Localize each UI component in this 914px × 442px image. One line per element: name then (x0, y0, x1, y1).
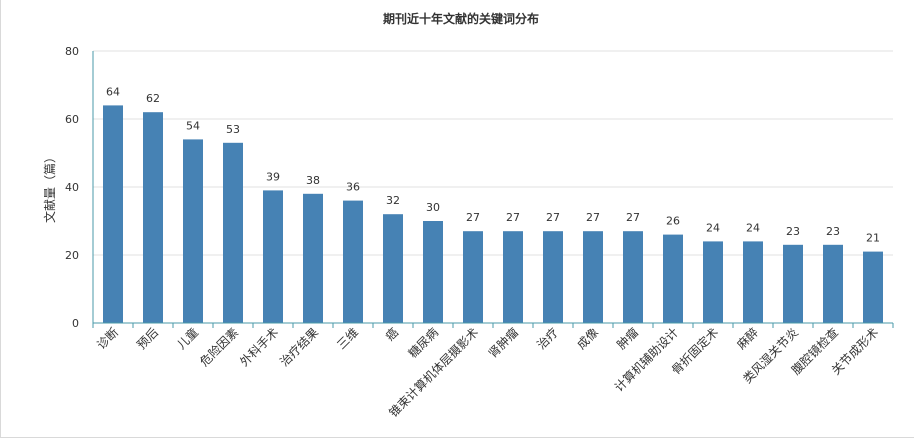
data-label: 24 (746, 221, 760, 234)
data-label: 27 (626, 211, 640, 224)
data-label: 23 (786, 225, 800, 238)
x-tick-label: 诊断 (94, 325, 122, 353)
data-labels: 64 62 54 53 39 38 36 32 30 27 27 27 27 27 26 24 24 23 23 21 (106, 85, 880, 244)
y-tick-label: 80 (65, 45, 79, 58)
bar (663, 234, 683, 323)
data-label: 23 (826, 225, 840, 238)
bar (263, 190, 283, 323)
x-tick-label: 治疗结果 (277, 325, 321, 369)
bar (623, 231, 643, 323)
y-axis-label: 文献量（篇） (42, 151, 57, 223)
data-label: 32 (386, 194, 400, 207)
data-label: 27 (546, 211, 560, 224)
bar (223, 142, 243, 323)
y-tick-label: 60 (65, 113, 79, 126)
x-tick-label: 危险因素 (197, 325, 242, 370)
data-label: 38 (306, 174, 320, 187)
data-label: 54 (186, 119, 200, 132)
data-label: 62 (146, 92, 160, 105)
x-tick-label: 肿瘤 (614, 325, 642, 353)
data-label: 24 (706, 221, 720, 234)
axes (92, 51, 894, 328)
x-tick-label: 麻醉 (734, 325, 762, 353)
bar (583, 231, 603, 323)
data-label: 27 (586, 211, 600, 224)
x-tick-labels: 诊断 预后 儿童危险因素外科手术治疗结果 三维癌糖尿病锥束计算机体层摄影术 肾肿瘤 治疗成… (94, 325, 882, 420)
data-label: 21 (866, 232, 880, 245)
bar (863, 251, 883, 323)
bar (783, 244, 803, 323)
bar (823, 244, 843, 323)
y-tick-label: 0 (72, 317, 79, 330)
bar (183, 139, 203, 323)
bar (503, 231, 523, 323)
bar (703, 241, 723, 323)
bar (463, 231, 483, 323)
x-tick-label: 三维 (334, 325, 361, 352)
y-tick-label: 20 (65, 249, 79, 262)
data-label: 27 (466, 211, 480, 224)
x-tick-label: 儿童 (174, 325, 202, 353)
x-tick-label: 癌 (382, 325, 401, 344)
data-label: 27 (506, 211, 520, 224)
chart-title: 期刊近十年文献的关键词分布 (383, 11, 539, 26)
x-tick-label: 治疗 (534, 325, 561, 352)
x-tick-label: 成像 (574, 325, 601, 352)
y-tick-label: 40 (65, 181, 79, 194)
data-label: 26 (666, 215, 680, 228)
bar (543, 231, 563, 323)
x-tick-label: 糖尿病 (405, 325, 441, 361)
bar (143, 112, 163, 323)
data-label: 53 (226, 123, 240, 136)
x-tick-label: 预后 (134, 325, 161, 352)
y-tick-labels: 0 20 40 60 80 (65, 45, 79, 330)
bar (343, 200, 363, 323)
x-tick-label: 肾肿瘤 (485, 325, 521, 361)
bar (423, 221, 443, 323)
data-label: 36 (346, 181, 360, 194)
data-label: 30 (426, 201, 440, 214)
data-label: 64 (106, 85, 120, 98)
bars (103, 105, 883, 324)
grid-lines (93, 50, 893, 256)
data-label: 39 (266, 170, 280, 183)
frame-left-border (0, 0, 1, 438)
bar (383, 214, 403, 323)
bar (303, 193, 323, 323)
bar (743, 241, 763, 323)
x-tick-label: 外科手术 (237, 325, 281, 369)
bar (103, 105, 123, 324)
